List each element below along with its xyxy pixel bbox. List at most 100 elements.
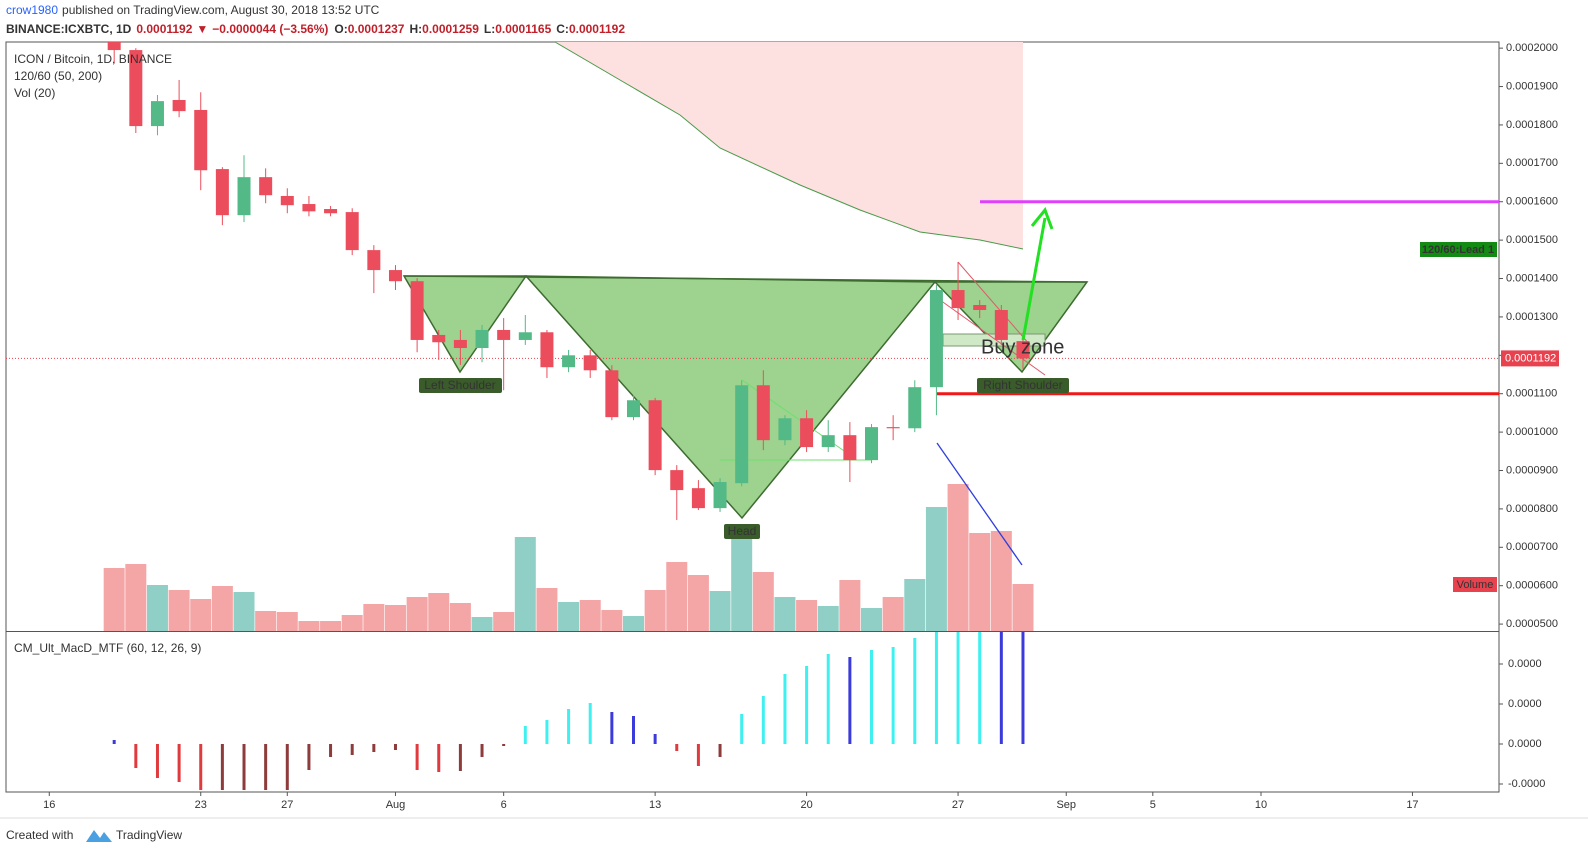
chart-title: ICON / Bitcoin, 1D, BINANCE <box>14 52 172 66</box>
y-tick-label: 0.0000600 <box>1506 580 1558 592</box>
x-tick-label: 6 <box>501 799 507 811</box>
volume-bar <box>882 597 904 631</box>
ohlc-key: L: <box>484 22 495 36</box>
volume-tag <box>1453 577 1497 592</box>
candle-body <box>951 290 965 309</box>
volume-bar <box>384 605 406 631</box>
candle-body <box>302 204 316 212</box>
candle-body <box>778 418 792 441</box>
macd-bar <box>350 744 354 755</box>
y-tick-label: 0.0001300 <box>1506 311 1558 323</box>
x-tick-label: Sep <box>1056 799 1076 811</box>
y-tick-label: 0.0001800 <box>1506 119 1558 131</box>
ohlc-key: H: <box>409 22 422 36</box>
volume-bar <box>990 531 1012 631</box>
label-box <box>419 378 502 393</box>
volume-bar <box>579 600 601 631</box>
macd-bar <box>826 654 830 744</box>
head-label: Head <box>728 524 757 538</box>
macd-bar <box>696 744 700 766</box>
macd-bar <box>934 632 938 744</box>
volume-bar <box>1012 584 1034 631</box>
volume-bar <box>731 530 753 631</box>
macd-bar <box>1021 632 1025 744</box>
candle-body <box>367 250 381 271</box>
drawings-front: Buy zone Left Shoulder Head Right Should… <box>419 207 1069 539</box>
macd-bar <box>242 744 246 790</box>
macd-bar <box>285 744 289 790</box>
macd-layer <box>112 632 1025 790</box>
candle-body <box>280 195 294 206</box>
macd-bar <box>588 703 592 744</box>
volume-bar <box>601 610 623 631</box>
volume-bar <box>861 608 883 631</box>
x-tick-label: 23 <box>195 799 207 811</box>
candle-body <box>518 332 532 340</box>
candle-body <box>756 385 770 441</box>
volume-bar <box>363 604 385 631</box>
volume-bar <box>493 612 515 631</box>
x-tick-label: 13 <box>649 799 661 811</box>
x-tick-label: 27 <box>952 799 964 811</box>
label-box <box>977 378 1069 393</box>
volume-bar <box>666 562 688 631</box>
volume-label: Volume <box>1457 579 1494 591</box>
candle-body <box>345 212 359 251</box>
volume-bar <box>190 599 212 631</box>
macd-y-tick-label: 0.0000 <box>1508 698 1542 710</box>
candle-body <box>994 310 1008 340</box>
volume-bar <box>817 606 839 631</box>
macd-bar <box>264 744 268 790</box>
y-tick-label: 0.0001000 <box>1506 426 1558 438</box>
volume-bar <box>103 568 125 631</box>
lead-label: 120/60:Lead 1 <box>1422 244 1494 256</box>
macd-bar <box>956 632 960 744</box>
price-layer <box>6 42 1499 521</box>
macd-bar <box>220 744 224 790</box>
author: crow1980 <box>6 3 58 17</box>
label-box <box>724 524 760 539</box>
head-shape <box>524 275 937 520</box>
x-tick-label: Aug <box>386 799 406 811</box>
candle-body <box>713 482 727 509</box>
volume-bar <box>752 572 774 631</box>
ohlc-value: 0.0001165 <box>495 22 551 36</box>
x-tick-label: 17 <box>1406 799 1418 811</box>
right-shoulder-label: Right Shoulder <box>983 378 1062 392</box>
volume-bar <box>146 585 168 631</box>
drawings-back <box>554 42 1024 250</box>
volume-bar <box>211 586 233 631</box>
volume-bar <box>406 597 428 631</box>
candle-body <box>562 355 576 368</box>
candle-body <box>843 435 857 461</box>
channel-line <box>957 261 1031 346</box>
macd-bar <box>155 744 159 778</box>
macd-bar <box>545 720 549 744</box>
candle-body <box>150 101 164 127</box>
volume-bar <box>687 575 709 631</box>
candle-body <box>107 42 121 51</box>
y-tick-label: 0.0001500 <box>1506 234 1558 246</box>
y-tick-label: 0.0001900 <box>1506 80 1558 92</box>
volume-bar <box>709 591 731 631</box>
candle-body <box>583 355 597 371</box>
volume-trend-line <box>936 442 1023 566</box>
channel-line <box>939 299 1046 376</box>
header-line: crow1980 published on TradingView.com, Au… <box>6 3 380 17</box>
cloud <box>555 42 1023 249</box>
y-tick-label: 0.0000800 <box>1506 503 1558 515</box>
volume-bar <box>168 590 190 631</box>
candle-body <box>800 418 814 448</box>
macd-bar <box>631 716 635 744</box>
volume-bar <box>947 484 969 631</box>
volume-bar <box>839 580 861 631</box>
macd-bar <box>480 744 484 757</box>
target-arrow <box>1021 217 1047 341</box>
y-tick-label: 0.0001700 <box>1506 157 1558 169</box>
macd-bar <box>740 714 744 744</box>
lead-tag <box>1420 242 1497 257</box>
candle-body <box>475 329 489 349</box>
macd-bar <box>718 744 722 757</box>
neckline <box>403 275 1088 283</box>
